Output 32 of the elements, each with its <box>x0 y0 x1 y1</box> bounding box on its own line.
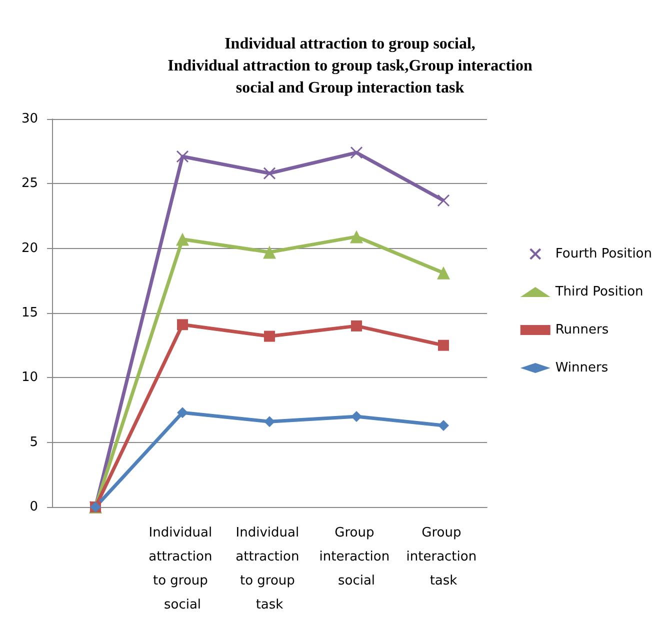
x-tick-label: Group interaction social <box>319 526 394 588</box>
point <box>438 340 449 351</box>
point <box>176 232 189 246</box>
point <box>263 246 276 259</box>
y-tick-label: 25 <box>21 176 38 192</box>
y-tick-label: 15 <box>21 306 38 320</box>
x-tick-label: Group interaction task <box>406 526 481 588</box>
point <box>264 330 275 342</box>
legend-label: Fourth Position <box>555 246 652 262</box>
point <box>437 194 450 207</box>
x-tick-label: Individual attraction to group task <box>236 526 304 612</box>
legend-label: Winners <box>555 360 608 376</box>
point <box>263 167 276 180</box>
legend-label: Runners <box>555 322 609 338</box>
point <box>438 420 449 432</box>
y-tick-label: 20 <box>21 240 38 256</box>
point <box>176 150 189 163</box>
y-tick-label: 5 <box>30 434 38 450</box>
point <box>351 410 362 422</box>
point <box>264 416 275 428</box>
point <box>177 407 188 418</box>
y-tick-label: 30 <box>21 112 38 126</box>
point <box>177 319 188 330</box>
y-tick-label: 10 <box>21 370 38 386</box>
chart-title: Individual attraction to group social, Individual attraction to group task,Group interaction social and Group interaction task <box>168 36 532 96</box>
point <box>350 146 363 159</box>
x-tick-label: Individual attraction to group social <box>148 526 216 612</box>
point <box>350 230 363 244</box>
point <box>437 266 450 280</box>
point <box>351 320 362 332</box>
y-tick-label: 0 <box>30 500 38 514</box>
legend-label: Third Position <box>554 284 644 300</box>
